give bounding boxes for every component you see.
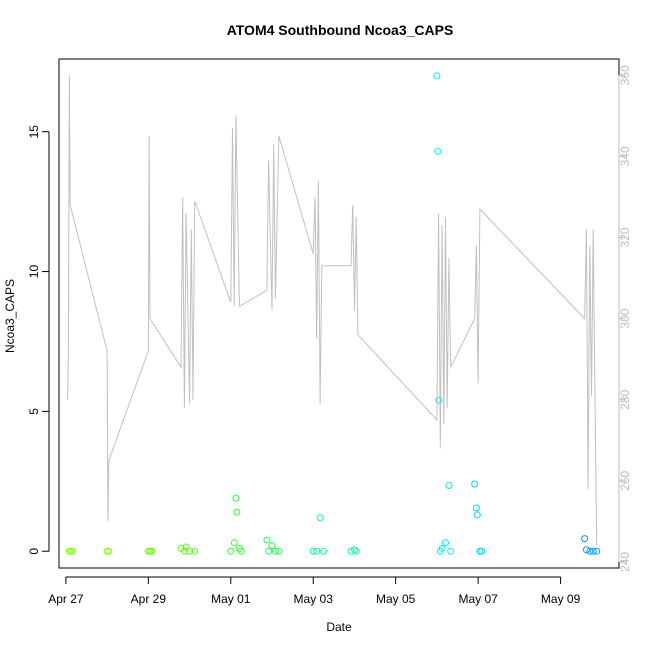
- data-point: [180, 547, 188, 555]
- x-axis-label: Date: [326, 620, 352, 634]
- y2-tick-label: 280: [618, 389, 632, 409]
- x-tick-label: May 07: [458, 592, 498, 606]
- data-point: [182, 543, 190, 551]
- data-point: [313, 547, 321, 555]
- data-point: [237, 547, 245, 555]
- data-point: [271, 547, 279, 555]
- data-point: [268, 542, 276, 550]
- data-point: [69, 547, 77, 555]
- x-tick-label: May 05: [376, 592, 416, 606]
- data-point: [232, 494, 240, 502]
- data-point: [438, 544, 446, 552]
- series-line: [67, 75, 598, 546]
- y2-tick-label: 320: [618, 227, 632, 247]
- y-tick-label: 15: [27, 125, 41, 139]
- y2-axis: 240 260 280 300 320 340 360: [618, 65, 632, 572]
- y2-tick-label: 300: [618, 308, 632, 328]
- line-series-layer: [67, 75, 598, 546]
- data-point: [265, 547, 273, 555]
- data-point: [227, 547, 235, 555]
- data-point: [105, 547, 113, 555]
- data-point: [275, 547, 283, 555]
- plot-frame: [58, 58, 620, 569]
- y-tick-label: 0: [27, 548, 41, 555]
- data-point: [148, 547, 156, 555]
- data-point: [320, 547, 327, 555]
- x-tick-label: May 09: [541, 592, 581, 606]
- data-point: [351, 546, 358, 554]
- data-point: [230, 539, 238, 547]
- y-axis: 0 5 10 15: [27, 125, 50, 555]
- data-point: [347, 547, 355, 555]
- data-point: [263, 536, 271, 544]
- data-point: [589, 547, 597, 555]
- data-point: [593, 547, 601, 555]
- data-point: [316, 514, 324, 522]
- data-point: [447, 547, 455, 555]
- data-point: [433, 72, 441, 80]
- x-tick-label: Apr 29: [131, 592, 167, 606]
- data-point: [435, 396, 443, 404]
- chart-title: ATOM4 Southbound Ncoa3_CAPS: [227, 22, 454, 38]
- x-tick-label: Apr 27: [48, 592, 84, 606]
- data-point: [442, 539, 449, 547]
- y2-tick-label: 260: [618, 470, 632, 490]
- y2-tick-label: 340: [618, 146, 632, 166]
- data-point: [581, 535, 589, 543]
- data-point: [472, 504, 480, 512]
- data-point: [309, 547, 317, 555]
- x-axis: Apr 27 Apr 29 May 01 May 03 May 05 May 07 May …: [48, 576, 581, 606]
- data-point: [478, 547, 486, 555]
- x-tick-label: May 03: [294, 592, 334, 606]
- data-point: [434, 147, 442, 155]
- y2-tick-label: 240: [618, 552, 632, 572]
- data-point: [352, 547, 360, 555]
- data-point: [582, 546, 590, 554]
- data-point: [233, 508, 241, 516]
- points-layer: [65, 72, 601, 555]
- y2-tick-label: 360: [618, 65, 632, 85]
- data-point: [186, 547, 194, 555]
- data-point: [445, 482, 453, 489]
- x-tick-label: May 01: [211, 592, 251, 606]
- y-axis-label: Ncoa3_CAPS: [3, 279, 17, 353]
- data-point: [473, 511, 481, 519]
- y-tick-label: 10: [27, 265, 41, 279]
- data-point: [586, 547, 594, 555]
- data-point: [191, 547, 199, 555]
- data-point: [471, 480, 479, 488]
- y-tick-label: 5: [27, 408, 41, 415]
